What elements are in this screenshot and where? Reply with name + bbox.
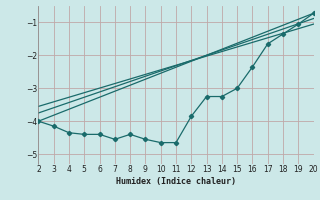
X-axis label: Humidex (Indice chaleur): Humidex (Indice chaleur) bbox=[116, 177, 236, 186]
